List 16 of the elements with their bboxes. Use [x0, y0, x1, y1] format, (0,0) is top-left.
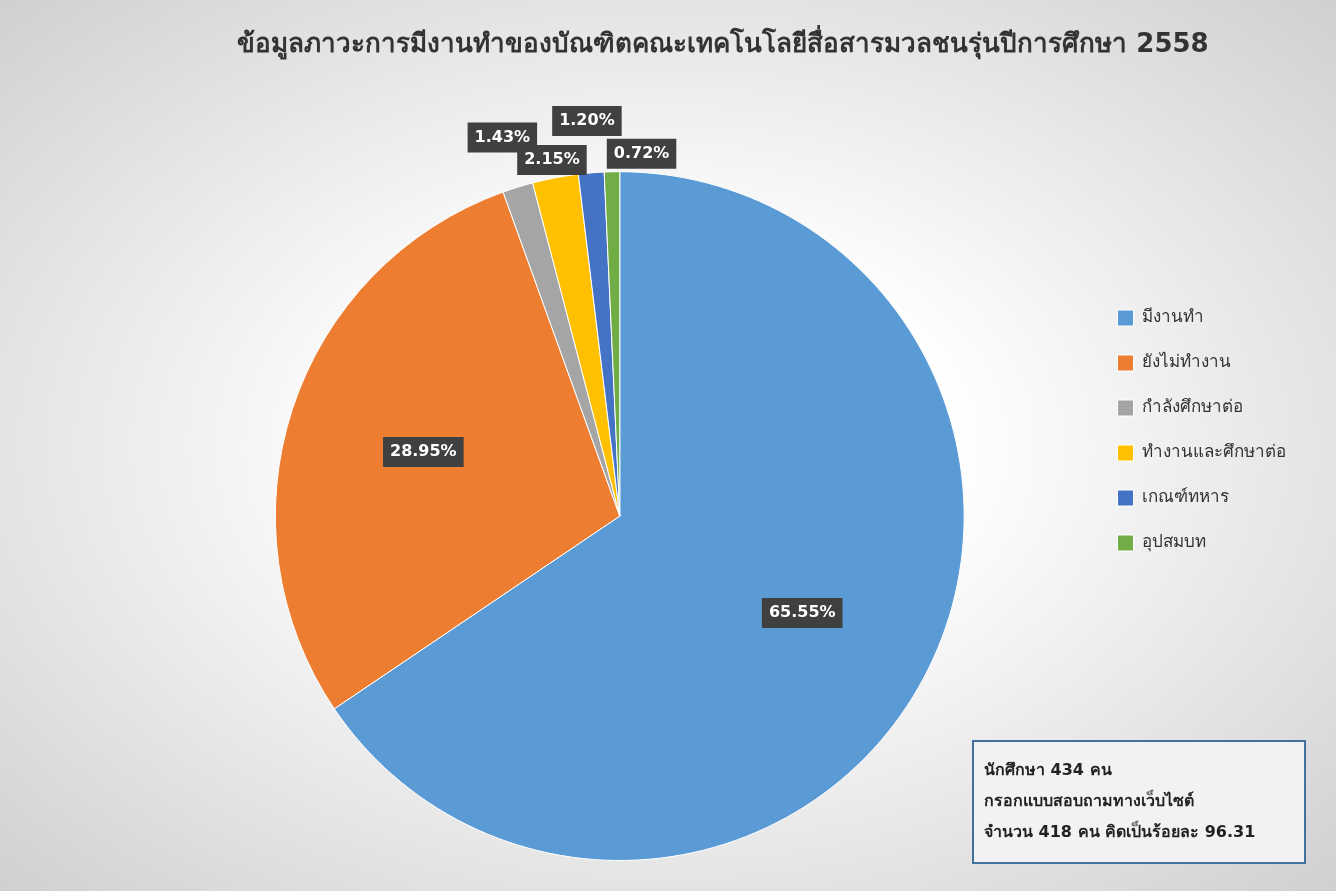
legend-label: มีงานทำ: [1142, 306, 1204, 327]
data-label: 65.55%: [768, 602, 836, 622]
text: นักศึกษา 434 คน: [984, 759, 1113, 781]
data-label: 28.95%: [390, 441, 457, 461]
text: จำนวน 418 คน คิดเป็นร้อยละ 96.31: [984, 819, 1257, 843]
text: กรอกแบบสอบถามทางเว็บไซต์: [984, 788, 1195, 812]
data-label: 1.43%: [474, 126, 531, 146]
data-label: 2.15%: [524, 149, 580, 169]
legend-label: ยังไม่ทำงาน: [1142, 351, 1231, 372]
legend-label: เกณฑ์ทหาร: [1142, 486, 1229, 507]
legend-label: ทำงานและศึกษาต่อ: [1142, 441, 1286, 462]
chart-title: ข้อมูลภาวะการมีงานทำของบัณฑิตคณะเทคโนโลยีสื่อสารมวลชนรุ่นปีการศึกษา 2558: [237, 24, 1209, 61]
data-label: 1.20%: [559, 110, 615, 130]
legend-label: กำลังศึกษาต่อ: [1142, 396, 1243, 417]
legend-label: อุปสมบท: [1142, 531, 1206, 553]
data-label: 0.72%: [613, 142, 670, 162]
